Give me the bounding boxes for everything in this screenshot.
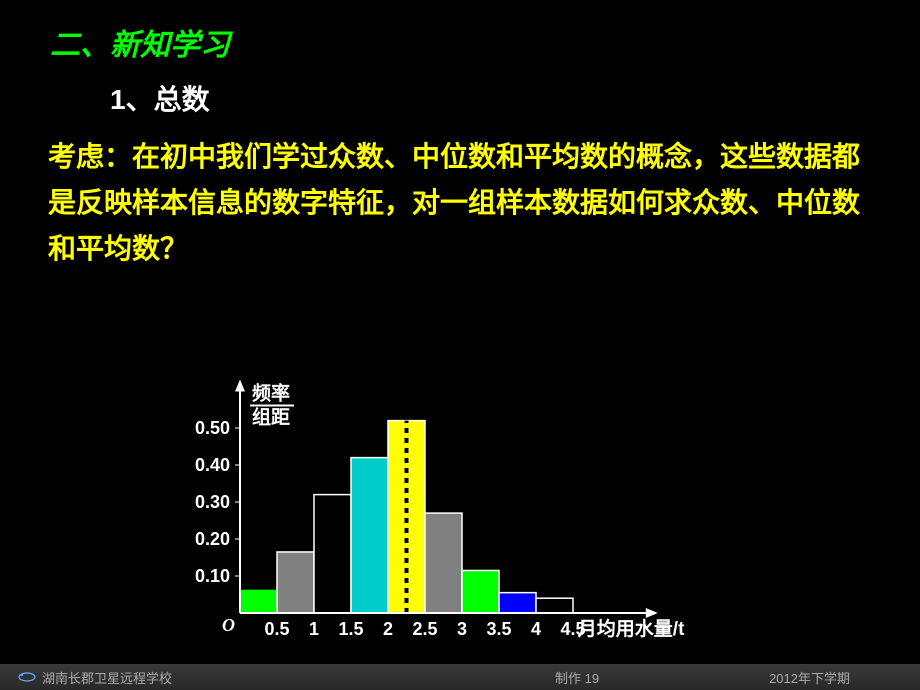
y-axis-title-bot: 组距 [252, 406, 290, 429]
x-tick-label: 4 [531, 619, 541, 639]
x-tick-label: 1 [309, 619, 319, 639]
y-tick-label: 0.50 [195, 418, 230, 438]
bar [425, 513, 462, 613]
x-tick-label: 1.5 [338, 619, 363, 639]
x-tick-label: 2 [383, 619, 393, 639]
sub-heading: 1、总数 [0, 64, 920, 118]
x-tick-label: 3.5 [486, 619, 511, 639]
x-tick-label: 3 [457, 619, 467, 639]
footer-center: 制作 19 [555, 668, 599, 687]
y-tick-label: 0.10 [195, 566, 230, 586]
bar [277, 552, 314, 613]
footer-org: 湖南长郡卫星远程学校 [0, 668, 172, 687]
bar [499, 593, 536, 613]
section-heading: 二、新知学习 [0, 0, 920, 64]
bar [462, 570, 499, 613]
origin-label: O [222, 615, 235, 635]
bar [351, 458, 388, 613]
bar [314, 495, 351, 613]
body-paragraph: 考虑：在初中我们学过众数、中位数和平均数的概念，这些数据都是反映样本信息的数字特… [0, 118, 920, 273]
bar [240, 589, 277, 613]
footer-right: 2012年下学期 [769, 668, 850, 687]
histogram-chart: 0.100.200.300.400.500.511.522.533.544.5O… [160, 355, 740, 645]
y-axis-title-top: 频率 [252, 382, 290, 405]
x-axis-arrow [646, 608, 658, 618]
footer-org-text: 湖南长郡卫星远程学校 [42, 668, 172, 687]
y-tick-label: 0.20 [195, 529, 230, 549]
x-tick-label: 0.5 [264, 619, 289, 639]
logo-icon [18, 670, 36, 684]
x-tick-label: 2.5 [412, 619, 437, 639]
x-axis-title: 月均用水量/t [577, 617, 685, 640]
y-tick-label: 0.30 [195, 492, 230, 512]
y-axis-arrow [235, 380, 245, 392]
y-tick-label: 0.40 [195, 455, 230, 475]
bar [536, 598, 573, 613]
footer-bar: 湖南长郡卫星远程学校 制作 19 2012年下学期 [0, 664, 920, 690]
chart-svg: 0.100.200.300.400.500.511.522.533.544.5O… [160, 355, 740, 655]
